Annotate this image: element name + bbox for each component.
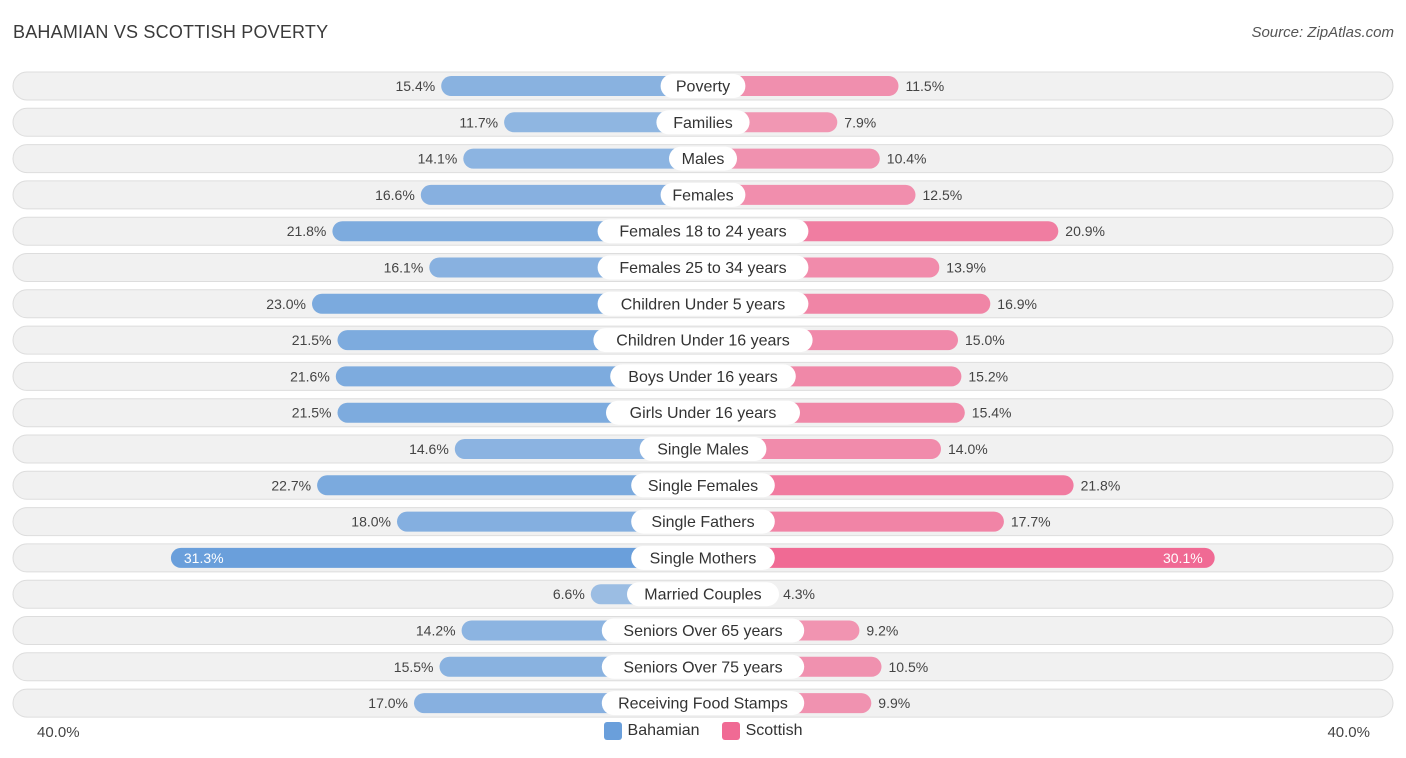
category-label-bg — [593, 328, 813, 353]
category-label-bg — [631, 509, 775, 534]
legend-item-scottish[interactable]: Scottish — [721, 722, 803, 740]
axis-right-label: 40.0% — [1327, 724, 1370, 741]
category-label-bg — [656, 110, 750, 135]
category-label-bg — [660, 182, 746, 207]
value-label-scottish: 10.5% — [889, 659, 929, 675]
category-label-bg — [597, 255, 809, 280]
value-label-scottish: 15.4% — [972, 405, 1012, 421]
value-label-bahamian: 15.5% — [394, 659, 434, 675]
category-label: Married Couples — [644, 587, 761, 604]
value-label-scottish: 16.9% — [997, 296, 1037, 312]
category-label-bg — [597, 219, 809, 244]
category-label: Families — [673, 115, 733, 132]
bar-scottish — [703, 184, 916, 205]
bar-scottish — [703, 148, 880, 169]
bar-bahamian — [420, 184, 703, 205]
value-label-bahamian: 11.7% — [459, 114, 498, 130]
category-label: Single Females — [648, 478, 758, 495]
bar-scottish — [703, 547, 1215, 568]
value-label-scottish: 14.0% — [948, 441, 988, 457]
value-label-bahamian: 31.3% — [184, 550, 224, 566]
value-label-bahamian: 14.1% — [418, 151, 458, 167]
category-label: Children Under 16 years — [616, 333, 789, 350]
category-label: Girls Under 16 years — [630, 405, 777, 422]
category-label-bg — [597, 291, 809, 316]
category-label: Seniors Over 75 years — [623, 659, 782, 676]
value-label-bahamian: 21.6% — [290, 368, 330, 384]
value-label-scottish: 9.2% — [866, 623, 898, 639]
category-label: Single Males — [657, 442, 749, 459]
category-label: Seniors Over 65 years — [623, 623, 782, 640]
value-label-scottish: 12.5% — [923, 187, 963, 203]
value-label-scottish: 15.2% — [968, 368, 1008, 384]
value-label-bahamian: 22.7% — [271, 477, 311, 493]
category-label-bg — [627, 582, 779, 607]
value-label-bahamian: 16.6% — [375, 187, 415, 203]
category-label-bg — [601, 654, 805, 679]
value-label-scottish: 7.9% — [844, 114, 876, 130]
value-label-bahamian: 18.0% — [351, 514, 391, 530]
category-label: Single Fathers — [651, 514, 754, 531]
category-label: Females 18 to 24 years — [619, 224, 786, 241]
bar-scottish — [703, 511, 1004, 532]
category-label: Poverty — [676, 79, 730, 96]
value-label-bahamian: 6.6% — [553, 586, 585, 602]
legend-item-bahamian[interactable]: Bahamian — [603, 722, 700, 740]
category-label: Single Mothers — [650, 550, 757, 567]
value-label-scottish: 9.9% — [878, 695, 910, 711]
axis-left-label: 40.0% — [37, 724, 80, 741]
source-label: Source: ZipAtlas.com — [1251, 24, 1394, 41]
value-label-bahamian: 23.0% — [266, 296, 306, 312]
category-label-bg — [601, 691, 805, 716]
legend: Bahamian Scottish — [0, 722, 1406, 740]
category-label-bg — [631, 473, 775, 498]
bar-bahamian — [335, 366, 703, 387]
value-label-scottish: 21.8% — [1081, 477, 1121, 493]
category-label-bg — [601, 618, 805, 643]
legend-label-bahamian: Bahamian — [627, 722, 700, 739]
bar-bahamian — [504, 112, 703, 133]
bar-bahamian — [397, 511, 703, 532]
category-label-bg — [639, 437, 767, 461]
value-label-scottish: 20.9% — [1065, 223, 1105, 239]
value-label-scottish: 4.3% — [783, 586, 815, 602]
value-label-bahamian: 16.1% — [384, 260, 424, 276]
value-label-scottish: 15.0% — [965, 332, 1005, 348]
value-label-scottish: 13.9% — [946, 260, 986, 276]
value-label-bahamian: 17.0% — [368, 695, 408, 711]
bar-scottish — [703, 76, 899, 96]
value-label-scottish: 17.7% — [1011, 514, 1051, 530]
legend-swatch-scottish — [721, 722, 740, 740]
value-label-scottish: 11.5% — [906, 78, 945, 94]
value-label-bahamian: 21.8% — [287, 223, 327, 239]
category-label-bg — [631, 545, 775, 570]
value-label-bahamian: 14.2% — [416, 623, 456, 639]
legend-label-scottish: Scottish — [745, 722, 803, 739]
bar-bahamian — [170, 547, 703, 568]
bar-bahamian — [317, 475, 703, 496]
category-label: Children Under 5 years — [621, 296, 786, 313]
legend-swatch-bahamian — [603, 722, 622, 740]
category-label: Boys Under 16 years — [628, 369, 777, 386]
value-label-bahamian: 15.4% — [395, 78, 435, 94]
category-label: Females — [672, 187, 733, 204]
value-label-bahamian: 14.6% — [409, 441, 449, 457]
chart-title: BAHAMIAN VS SCOTTISH POVERTY — [13, 22, 329, 42]
category-label: Males — [682, 151, 725, 168]
bar-bahamian — [441, 76, 703, 96]
category-label-bg — [669, 146, 737, 171]
category-label-bg — [606, 400, 800, 425]
category-label-bg — [610, 364, 796, 389]
category-label: Females 25 to 34 years — [619, 260, 786, 277]
value-label-scottish: 30.1% — [1163, 550, 1203, 566]
bar-scottish — [703, 475, 1074, 496]
value-label-scottish: 10.4% — [887, 151, 927, 167]
category-label-bg — [660, 74, 746, 98]
value-label-bahamian: 21.5% — [292, 405, 332, 421]
value-label-bahamian: 21.5% — [292, 332, 332, 348]
bar-bahamian — [463, 148, 703, 169]
category-label: Receiving Food Stamps — [618, 696, 788, 713]
